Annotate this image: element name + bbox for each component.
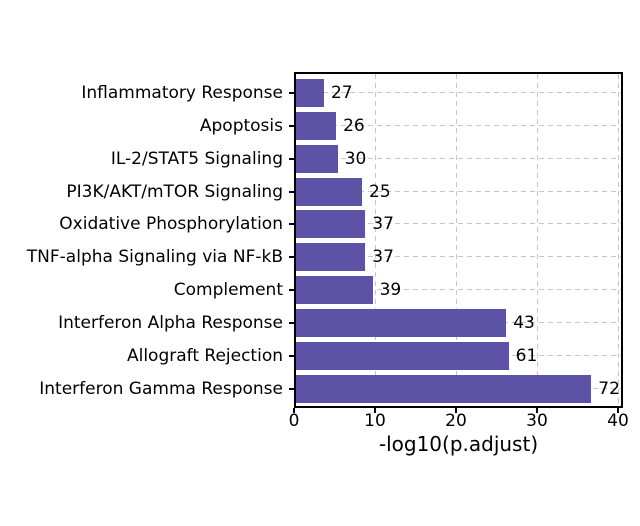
bar-value-label: 37 xyxy=(372,247,394,268)
y-gridline xyxy=(296,157,621,159)
x-axis-title: -log10(p.adjust) xyxy=(378,432,539,456)
category-label: TNF-alpha Signaling via NF-kB xyxy=(26,247,283,268)
bar-value-label: 27 xyxy=(330,83,353,103)
y-gridline xyxy=(296,92,621,93)
x-tick-label: 40 xyxy=(607,411,629,431)
x-tick-mark xyxy=(536,408,538,413)
bar xyxy=(296,308,507,337)
bar xyxy=(296,177,363,206)
bar-value-label: 30 xyxy=(344,148,367,169)
category-label: Inflammatory Response xyxy=(81,83,283,103)
bar-value-label: 61 xyxy=(515,345,538,366)
x-tick-mark xyxy=(455,408,457,413)
x-tick-mark xyxy=(293,408,295,413)
bar-value-label: 25 xyxy=(369,181,391,202)
bar-value-label: 39 xyxy=(379,280,402,301)
y-tick-mark xyxy=(289,321,294,324)
y-tick-mark xyxy=(289,190,294,193)
x-tick-label: 0 xyxy=(288,411,300,431)
y-gridline xyxy=(296,223,621,225)
bar xyxy=(296,111,337,140)
x-tick-mark xyxy=(617,408,619,413)
bar xyxy=(296,341,509,370)
bar xyxy=(296,243,366,272)
plot-area xyxy=(294,72,623,408)
category-label: PI3K/AKT/mTOR Signaling xyxy=(66,181,283,202)
bar-value-label: 72 xyxy=(598,378,620,399)
bar xyxy=(296,276,373,305)
y-tick-mark xyxy=(289,289,294,292)
y-tick-mark xyxy=(289,223,294,226)
y-tick-mark xyxy=(289,157,294,160)
x-tick-mark xyxy=(374,408,376,413)
y-tick-mark xyxy=(289,387,294,390)
x-gridline xyxy=(375,74,376,406)
y-gridline xyxy=(296,256,621,258)
y-tick-mark xyxy=(289,124,294,127)
x-tick-label: 10 xyxy=(364,411,386,431)
bar xyxy=(296,374,592,403)
category-label: Complement xyxy=(173,280,283,301)
bar-value-label: 26 xyxy=(343,115,365,136)
y-gridline xyxy=(296,124,621,126)
y-gridline xyxy=(296,289,621,291)
y-gridline xyxy=(296,190,621,192)
x-gridline xyxy=(537,74,538,406)
category-label: IL-2/STAT5 Signaling xyxy=(110,148,283,169)
category-label: Oxidative Phosphorylation xyxy=(59,214,283,235)
y-tick-mark xyxy=(289,354,294,357)
bar xyxy=(296,144,338,173)
x-tick-label: 20 xyxy=(445,411,467,431)
category-label: Apoptosis xyxy=(199,115,283,136)
category-label: Interferon Alpha Response xyxy=(58,312,283,333)
category-label: Allograft Rejection xyxy=(126,345,283,366)
bar-value-label: 37 xyxy=(372,214,394,235)
category-label: Interferon Gamma Response xyxy=(39,378,283,399)
bar-value-label: 43 xyxy=(513,312,535,333)
x-gridline xyxy=(456,74,457,406)
y-tick-mark xyxy=(289,256,294,259)
bar xyxy=(296,79,324,107)
x-gridline xyxy=(618,74,619,406)
x-tick-label: 30 xyxy=(526,411,548,431)
bar xyxy=(296,210,366,239)
y-tick-mark xyxy=(289,92,294,94)
